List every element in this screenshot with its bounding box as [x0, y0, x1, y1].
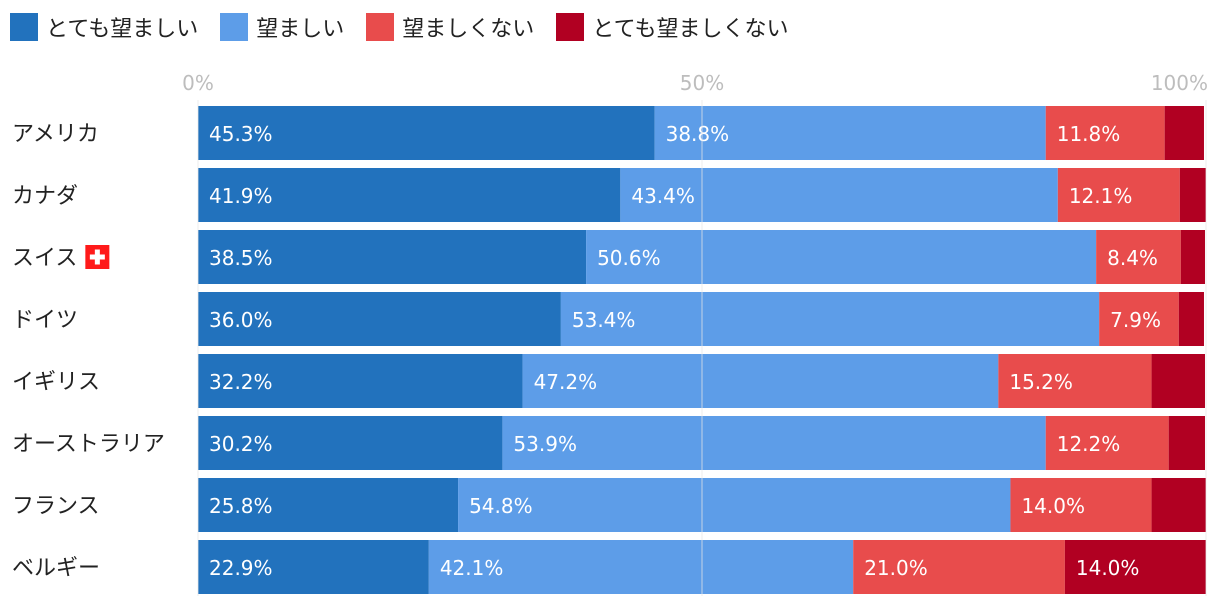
category-label: アメリカ	[12, 122, 99, 147]
bar-segment[interactable]	[1151, 354, 1205, 408]
legend: とても望ましい 望ましい 望ましくない とても望ましくない	[10, 12, 811, 42]
data-label: 38.5%	[209, 246, 273, 270]
category-label: ベルギー	[12, 556, 100, 581]
category-label: ドイツ	[12, 308, 78, 333]
legend-swatch-undesirable	[366, 13, 395, 41]
data-label: 12.2%	[1057, 432, 1121, 456]
x-tick-label: 100%	[1151, 71, 1208, 95]
data-label: 14.0%	[1021, 494, 1085, 518]
data-label: 47.2%	[534, 370, 598, 394]
bar-segment[interactable]	[1045, 416, 1169, 470]
category-label: フランス	[12, 494, 100, 519]
legend-item-desirable[interactable]: 望ましい	[220, 11, 344, 43]
bar-segment[interactable]	[620, 168, 1058, 222]
category-label: カナダ	[12, 184, 78, 209]
legend-swatch-very-undesirable	[556, 13, 585, 41]
bar-segment[interactable]	[1096, 230, 1181, 284]
data-label: 8.4%	[1107, 246, 1158, 270]
data-label: 30.2%	[209, 432, 273, 456]
data-label: 22.9%	[209, 556, 273, 580]
bars: 45.3% 38.8% 11.8% 41.9% 43.4% 12.1% 38.5% 50.6%…	[198, 106, 1206, 594]
data-label: 36.0%	[209, 308, 273, 332]
category-label: スイス	[12, 246, 77, 271]
legend-label-desirable: 望ましい	[256, 17, 345, 42]
data-label: 14.0%	[1076, 556, 1140, 580]
bar-segment[interactable]	[522, 354, 999, 408]
bar-segment[interactable]	[1099, 292, 1179, 346]
legend-label-undesirable: 望ましくない	[402, 17, 535, 42]
data-label: 42.1%	[440, 556, 504, 580]
bar-segment[interactable]	[1010, 478, 1152, 532]
data-label: 12.1%	[1069, 184, 1133, 208]
bar-segment[interactable]	[198, 106, 655, 160]
legend-swatch-desirable	[220, 13, 249, 41]
data-label: 43.4%	[631, 184, 695, 208]
swiss-flag-icon	[85, 245, 110, 269]
data-label: 38.8%	[666, 122, 730, 146]
legend-swatch-very-desirable	[10, 13, 38, 41]
bar-segment[interactable]	[428, 540, 854, 594]
x-tick-label: 50%	[680, 71, 724, 95]
data-label: 53.4%	[572, 308, 636, 332]
legend-item-undesirable[interactable]: 望ましくない	[366, 11, 534, 43]
bar-segment[interactable]	[198, 168, 621, 222]
data-label: 21.0%	[864, 556, 928, 580]
bar-segment[interactable]	[1180, 230, 1205, 284]
bar-segment[interactable]	[1064, 540, 1206, 594]
bar-segment[interactable]	[1179, 168, 1206, 222]
bar-segment[interactable]	[1178, 292, 1204, 346]
legend-item-very-desirable[interactable]: とても望ましい	[10, 11, 198, 43]
bar-segment[interactable]	[853, 540, 1065, 594]
category-label: オーストラリア	[12, 432, 165, 457]
bar-segment[interactable]	[654, 106, 1046, 160]
bar-segment[interactable]	[1164, 106, 1204, 160]
data-label: 41.9%	[209, 184, 273, 208]
bar-segment[interactable]	[998, 354, 1152, 408]
bar-segment[interactable]	[1045, 106, 1165, 160]
bar-segment[interactable]	[198, 292, 561, 346]
data-label: 53.9%	[513, 432, 577, 456]
category-label: イギリス	[12, 370, 100, 395]
bar-segment[interactable]	[1151, 478, 1206, 532]
bar-segment[interactable]	[1168, 416, 1205, 470]
bar-segment[interactable]	[198, 478, 459, 532]
bar-segment[interactable]	[586, 230, 1097, 284]
bar-segment[interactable]	[560, 292, 1100, 346]
legend-item-very-undesirable[interactable]: とても望ましくない	[556, 11, 789, 43]
bar-segment[interactable]	[198, 230, 587, 284]
data-label: 25.8%	[209, 494, 273, 518]
data-label: 32.2%	[209, 370, 273, 394]
bar-segment[interactable]	[198, 540, 429, 594]
bar-segment[interactable]	[198, 354, 523, 408]
bar-segment[interactable]	[458, 478, 1011, 532]
data-label: 11.8%	[1057, 122, 1121, 146]
bar-segment[interactable]	[502, 416, 1046, 470]
data-label: 7.9%	[1110, 308, 1161, 332]
legend-label-very-desirable: とても望ましい	[46, 17, 199, 42]
legend-label-very-undesirable: とても望ましくない	[592, 17, 789, 42]
data-label: 15.2%	[1009, 370, 1073, 394]
data-label: 54.8%	[469, 494, 533, 518]
data-label: 45.3%	[209, 122, 273, 146]
x-tick-label: 0%	[182, 71, 214, 95]
data-label: 50.6%	[597, 246, 661, 270]
bar-segment[interactable]	[1057, 168, 1180, 222]
bar-segment[interactable]	[198, 416, 503, 470]
